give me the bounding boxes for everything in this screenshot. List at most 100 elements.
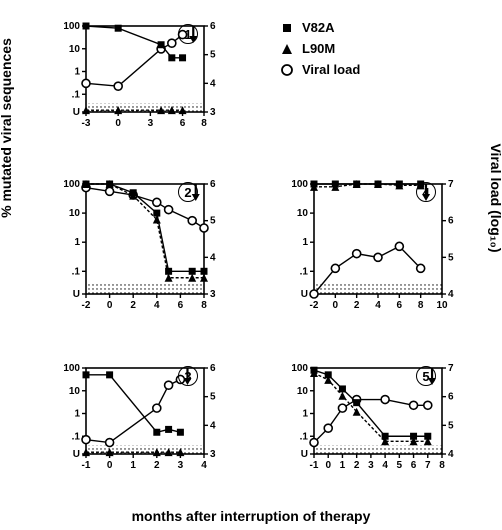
- svg-text:1: 1: [74, 237, 80, 248]
- svg-text:6: 6: [210, 179, 216, 190]
- svg-text:6: 6: [178, 300, 184, 311]
- legend-label: V82A: [302, 20, 335, 35]
- svg-text:.1: .1: [72, 89, 81, 100]
- svg-text:2: 2: [154, 460, 160, 471]
- svg-text:U: U: [301, 289, 308, 300]
- viral-load-marker: [200, 224, 208, 232]
- svg-text:2: 2: [354, 300, 360, 311]
- svg-text:6: 6: [210, 363, 216, 374]
- svg-text:8: 8: [418, 300, 424, 311]
- svg-text:3: 3: [210, 107, 216, 118]
- svg-text:6: 6: [180, 118, 186, 129]
- svg-text:5: 5: [397, 460, 403, 471]
- svg-text:100: 100: [63, 363, 80, 374]
- svg-text:4: 4: [382, 460, 388, 471]
- panel-number: 1: [178, 24, 198, 44]
- viral-load-marker: [324, 424, 332, 432]
- panel-4: -20246810U.111010045674: [280, 176, 470, 316]
- v82a-marker: [168, 54, 175, 61]
- v82a-marker: [165, 426, 172, 433]
- viral-load-marker: [106, 187, 114, 195]
- svg-text:10: 10: [69, 44, 81, 55]
- svg-text:.1: .1: [300, 266, 309, 277]
- l90m-marker: [338, 392, 346, 400]
- v82a-marker: [179, 54, 186, 61]
- svg-text:1: 1: [302, 409, 308, 420]
- viral-load-marker: [417, 264, 425, 272]
- svg-text:-1: -1: [310, 460, 319, 471]
- svg-text:4: 4: [210, 252, 216, 263]
- svg-text:U: U: [73, 107, 80, 118]
- v82a-marker: [106, 371, 113, 378]
- svg-text:10: 10: [297, 386, 309, 397]
- viral-load-marker: [82, 79, 90, 87]
- svg-text:6: 6: [448, 216, 454, 227]
- svg-text:2: 2: [354, 460, 360, 471]
- legend-label: Viral load: [302, 62, 360, 77]
- l90m-marker: [353, 408, 361, 416]
- panel-2: -202468U.111010034562: [52, 176, 232, 316]
- v82a-marker: [83, 23, 90, 30]
- svg-text:3: 3: [368, 460, 374, 471]
- viral-load-marker: [353, 250, 361, 258]
- svg-text:-1: -1: [82, 460, 91, 471]
- svg-text:-3: -3: [82, 118, 91, 129]
- viral-load-marker: [374, 253, 382, 261]
- svg-text:3: 3: [210, 289, 216, 300]
- svg-text:6: 6: [210, 21, 216, 32]
- svg-text:5: 5: [448, 252, 454, 263]
- svg-text:.1: .1: [300, 431, 309, 442]
- v82a-marker: [165, 268, 172, 275]
- viral-load-marker: [165, 381, 173, 389]
- viral-load-marker: [114, 82, 122, 90]
- svg-text:U: U: [301, 449, 308, 460]
- svg-text:10: 10: [436, 300, 448, 311]
- v82a-marker: [83, 371, 90, 378]
- svg-text:.1: .1: [72, 431, 81, 442]
- svg-text:8: 8: [439, 460, 445, 471]
- viral-load-marker: [106, 439, 114, 447]
- svg-text:4: 4: [201, 460, 207, 471]
- viral-load-marker: [331, 264, 339, 272]
- svg-text:0: 0: [325, 460, 331, 471]
- svg-text:3: 3: [148, 118, 154, 129]
- viral-load-marker: [153, 404, 161, 412]
- v82a-marker: [153, 429, 160, 436]
- panel-number: 5: [416, 366, 436, 386]
- viral-load-marker: [424, 401, 432, 409]
- legend-item-v82a: V82A: [280, 20, 360, 35]
- svg-text:-2: -2: [82, 300, 91, 311]
- svg-text:8: 8: [201, 118, 207, 129]
- viral-load-marker: [153, 198, 161, 206]
- svg-text:2: 2: [130, 300, 136, 311]
- svg-text:10: 10: [297, 208, 309, 219]
- svg-text:.1: .1: [72, 266, 81, 277]
- v82a-marker: [189, 268, 196, 275]
- svg-text:100: 100: [291, 363, 308, 374]
- svg-text:7: 7: [425, 460, 431, 471]
- x-axis-title: months after interruption of therapy: [132, 508, 371, 524]
- svg-text:6: 6: [411, 460, 417, 471]
- svg-text:4: 4: [154, 300, 160, 311]
- y-axis-left-title: % mutated viral sequences: [0, 0, 14, 258]
- v82a-marker: [339, 385, 346, 392]
- svg-text:7: 7: [448, 363, 454, 374]
- svg-text:10: 10: [69, 386, 81, 397]
- l90m-marker: [188, 274, 196, 282]
- svg-text:5: 5: [210, 392, 216, 403]
- panel-1: -30368U.111010034561: [52, 18, 232, 134]
- svg-text:1: 1: [130, 460, 136, 471]
- svg-text:5: 5: [210, 216, 216, 227]
- viral-load-marker: [82, 436, 90, 444]
- v82a-marker: [115, 25, 122, 32]
- panel-number: 3: [178, 366, 198, 386]
- svg-text:3: 3: [210, 449, 216, 460]
- v82a-marker: [353, 399, 360, 406]
- svg-text:U: U: [73, 289, 80, 300]
- viral-load-marker: [168, 39, 176, 47]
- l90m-marker: [153, 216, 161, 224]
- svg-text:1: 1: [340, 460, 346, 471]
- svg-text:4: 4: [375, 300, 381, 311]
- legend-item-viral: Viral load: [280, 62, 360, 77]
- svg-text:0: 0: [107, 460, 113, 471]
